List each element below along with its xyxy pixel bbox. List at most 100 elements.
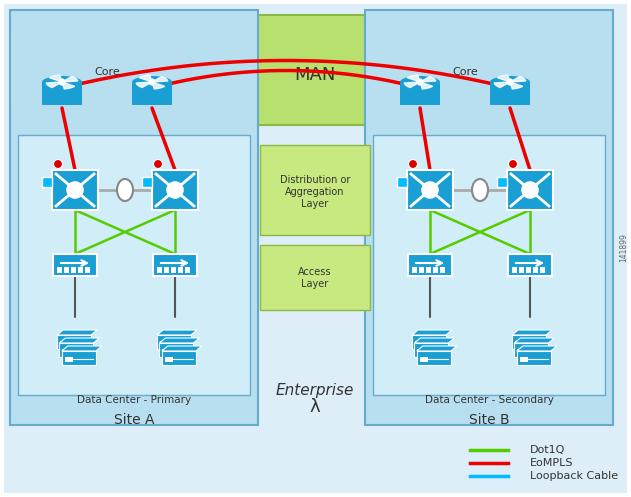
Circle shape [69,184,73,187]
Bar [162,349,170,354]
Polygon shape [412,330,452,335]
Polygon shape [162,346,202,351]
Bar [142,177,152,187]
Polygon shape [510,82,522,89]
Bar [417,351,451,365]
Bar [59,343,93,357]
Circle shape [533,184,536,187]
Polygon shape [404,82,420,87]
Bar [160,341,168,346]
Circle shape [66,181,84,199]
Circle shape [423,188,425,191]
Bar [171,267,176,273]
Circle shape [167,188,170,191]
Bar [160,343,193,357]
Text: 141899: 141899 [620,234,628,262]
Bar [185,267,190,273]
Circle shape [416,79,423,85]
Circle shape [428,182,432,185]
Circle shape [433,184,436,187]
Text: Site B: Site B [469,413,509,427]
Bar [517,349,526,354]
Ellipse shape [400,76,440,88]
Bar [540,267,545,273]
Text: Loopback Cable: Loopback Cable [530,471,618,481]
Bar [412,335,446,349]
Bar [520,357,528,362]
Bar [42,177,52,187]
Polygon shape [139,75,152,82]
Bar [365,10,613,425]
Bar [260,245,370,310]
Circle shape [521,181,539,199]
Circle shape [524,193,528,196]
Bar [57,335,91,349]
Bar [490,83,530,105]
Bar [62,351,96,365]
Circle shape [73,194,76,197]
Polygon shape [46,82,62,87]
Bar [514,343,548,357]
Circle shape [169,184,172,187]
Bar [85,267,90,273]
Bar [157,267,162,273]
Bar [373,135,605,395]
Ellipse shape [132,93,172,104]
Bar [64,267,69,273]
Text: EoMPLS: EoMPLS [530,458,574,468]
Circle shape [533,193,536,196]
Polygon shape [510,77,526,82]
Polygon shape [512,330,552,335]
Circle shape [522,188,526,191]
Text: Site A: Site A [114,413,154,427]
Bar [71,267,76,273]
Circle shape [524,184,528,187]
Bar [52,170,98,210]
Text: Core: Core [452,67,478,77]
Bar [515,341,523,346]
Bar [420,357,428,362]
Polygon shape [62,77,78,82]
Bar [10,10,258,425]
Polygon shape [59,338,100,343]
Circle shape [68,188,71,191]
Circle shape [78,193,81,196]
Bar [519,267,524,273]
Circle shape [148,79,156,85]
Polygon shape [57,330,97,335]
Bar [408,254,452,276]
Circle shape [435,188,437,191]
Ellipse shape [472,179,488,201]
Circle shape [422,181,439,199]
Bar [162,351,196,365]
Circle shape [179,188,182,191]
Polygon shape [157,330,197,335]
Bar [62,349,71,354]
Circle shape [509,160,517,168]
Polygon shape [420,77,436,82]
Bar [178,267,183,273]
Bar [165,357,173,362]
Polygon shape [420,82,433,89]
Bar [60,341,68,346]
Bar [42,83,82,105]
Bar [412,267,417,273]
Circle shape [166,181,184,199]
Bar [78,267,83,273]
Text: Data Center - Secondary: Data Center - Secondary [425,395,553,405]
Circle shape [54,160,62,168]
Bar [415,343,449,357]
Circle shape [178,193,180,196]
FancyBboxPatch shape [10,15,613,125]
Bar [153,254,197,276]
Bar [512,267,517,273]
Bar [65,357,73,362]
Bar [53,254,97,276]
Circle shape [59,79,66,85]
Bar [260,145,370,235]
Bar [526,267,531,273]
Circle shape [529,194,531,197]
Bar [426,267,431,273]
Bar [433,267,438,273]
Polygon shape [408,75,420,82]
